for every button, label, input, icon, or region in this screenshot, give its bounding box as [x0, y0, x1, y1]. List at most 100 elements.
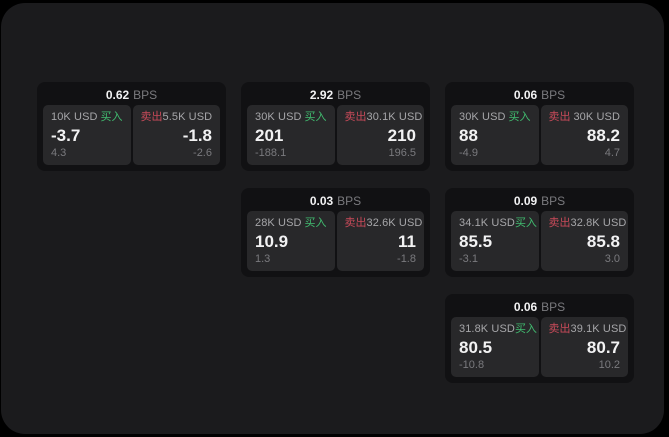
sell-amount: 32.8K USD [570, 217, 627, 229]
quote-card: 0.06 BPS 30K USD 买入 88 -4.9 卖出 30K USD 8… [445, 82, 634, 171]
buy-price: 88 [459, 126, 478, 145]
quote-panels: 31.8K USD 买入 80.5 -10.8 卖出 39.1K USD 80.… [451, 317, 628, 377]
sell-panel[interactable]: 卖出 39.1K USD 80.7 10.2 [540, 317, 628, 377]
buy-panel-top: 31.8K USD 买入 [459, 323, 537, 336]
buy-change: -10.8 [459, 359, 485, 371]
buy-panel[interactable]: 30K USD 买入 88 -4.9 [451, 105, 539, 165]
sell-side-label: 卖出 [548, 323, 571, 335]
sell-panel-top: 卖出 39.1K USD [548, 323, 627, 336]
sell-amount: 30.1K USD [366, 111, 423, 123]
quote-card: 0.03 BPS 28K USD 买入 10.9 1.3 卖出 32.6K US… [241, 188, 430, 277]
buy-panel[interactable]: 28K USD 买入 10.9 1.3 [247, 211, 335, 271]
buy-side-label: 买入 [100, 111, 123, 123]
buy-amount: 10K USD [51, 111, 98, 123]
bps-header: 0.03 BPS [247, 192, 424, 211]
sell-panel[interactable]: 卖出 30.1K USD 210 196.5 [336, 105, 424, 165]
buy-side-label: 买入 [514, 323, 537, 335]
buy-amount: 28K USD [255, 217, 302, 229]
buy-panel[interactable]: 34.1K USD 买入 85.5 -3.1 [451, 211, 539, 271]
buy-price: 85.5 [459, 232, 493, 251]
sell-side-label: 卖出 [344, 111, 367, 123]
sell-change: 196.5 [388, 147, 416, 159]
sell-change: 3.0 [604, 253, 620, 265]
quote-cards-grid: 0.62 BPS 10K USD 买入 -3.7 4.3 卖出 5.5K USD… [37, 82, 634, 383]
bps-unit-label: BPS [133, 88, 158, 102]
sell-price: 88.2 [586, 126, 620, 145]
quote-card: 0.06 BPS 31.8K USD 买入 80.5 -10.8 卖出 39.1… [445, 294, 634, 383]
buy-panel-top: 28K USD 买入 [255, 217, 327, 230]
sell-amount: 39.1K USD [570, 323, 627, 335]
bps-unit-label: BPS [337, 88, 362, 102]
sell-change: -2.6 [193, 147, 212, 159]
quote-panels: 30K USD 买入 201 -188.1 卖出 30.1K USD 210 1… [247, 105, 424, 165]
buy-price: 80.5 [459, 338, 493, 357]
buy-panel-top: 34.1K USD 买入 [459, 217, 537, 230]
buy-side-label: 买入 [514, 217, 537, 229]
sell-amount: 5.5K USD [162, 111, 213, 123]
sell-change: -1.8 [397, 253, 416, 265]
bps-value: 0.62 [105, 88, 130, 102]
bps-unit-label: BPS [337, 194, 362, 208]
buy-amount: 30K USD [459, 111, 506, 123]
sell-side-label: 卖出 [548, 111, 571, 123]
sell-side-label: 卖出 [548, 217, 571, 229]
sell-price: 85.8 [586, 232, 620, 251]
buy-change: -4.9 [459, 147, 478, 159]
buy-panel[interactable]: 10K USD 买入 -3.7 4.3 [43, 105, 131, 165]
buy-change: 1.3 [255, 253, 271, 265]
buy-price: 201 [255, 126, 284, 145]
sell-price: 80.7 [586, 338, 620, 357]
buy-change: -3.1 [459, 253, 478, 265]
buy-panel-top: 30K USD 买入 [255, 111, 327, 124]
bps-header: 0.06 BPS [451, 298, 628, 317]
sell-side-label: 卖出 [140, 111, 163, 123]
sell-panel[interactable]: 卖出 32.8K USD 85.8 3.0 [540, 211, 628, 271]
bps-unit-label: BPS [541, 194, 566, 208]
bps-header: 2.92 BPS [247, 86, 424, 105]
bps-value: 0.09 [513, 194, 538, 208]
bps-header: 0.06 BPS [451, 86, 628, 105]
quote-card: 2.92 BPS 30K USD 买入 201 -188.1 卖出 30.1K … [241, 82, 430, 171]
sell-change: 10.2 [598, 359, 620, 371]
sell-amount: 32.6K USD [366, 217, 423, 229]
bps-value: 0.03 [309, 194, 334, 208]
sell-panel[interactable]: 卖出 30K USD 88.2 4.7 [540, 105, 628, 165]
bps-value: 0.06 [513, 88, 538, 102]
buy-panel-top: 30K USD 买入 [459, 111, 531, 124]
bps-value: 0.06 [513, 300, 538, 314]
buy-side-label: 买入 [304, 217, 327, 229]
sell-panel-top: 卖出 32.8K USD [548, 217, 627, 230]
bps-unit-label: BPS [541, 300, 566, 314]
buy-change: -188.1 [255, 147, 287, 159]
buy-price: -3.7 [51, 126, 81, 145]
buy-amount: 34.1K USD [459, 217, 515, 229]
quote-card: 0.62 BPS 10K USD 买入 -3.7 4.3 卖出 5.5K USD… [37, 82, 226, 171]
buy-panel[interactable]: 31.8K USD 买入 80.5 -10.8 [451, 317, 539, 377]
sell-panel-top: 卖出 32.6K USD [344, 217, 423, 230]
buy-price: 10.9 [255, 232, 289, 251]
quote-panels: 34.1K USD 买入 85.5 -3.1 卖出 32.8K USD 85.8… [451, 211, 628, 271]
bps-unit-label: BPS [541, 88, 566, 102]
sell-panel[interactable]: 卖出 32.6K USD 11 -1.8 [336, 211, 424, 271]
bps-value: 2.92 [309, 88, 334, 102]
sell-change: 4.7 [604, 147, 620, 159]
sell-panel-top: 卖出 30.1K USD [344, 111, 423, 124]
sell-price: 210 [387, 126, 416, 145]
buy-side-label: 买入 [304, 111, 327, 123]
sell-panel[interactable]: 卖出 5.5K USD -1.8 -2.6 [132, 105, 220, 165]
buy-side-label: 买入 [508, 111, 531, 123]
sell-side-label: 卖出 [344, 217, 367, 229]
buy-amount: 31.8K USD [459, 323, 515, 335]
bps-header: 0.09 BPS [451, 192, 628, 211]
bps-header: 0.62 BPS [43, 86, 220, 105]
buy-panel-top: 10K USD 买入 [51, 111, 123, 124]
sell-panel-top: 卖出 30K USD [549, 111, 621, 124]
quote-panels: 30K USD 买入 88 -4.9 卖出 30K USD 88.2 4.7 [451, 105, 628, 165]
buy-amount: 30K USD [255, 111, 302, 123]
buy-panel[interactable]: 30K USD 买入 201 -188.1 [247, 105, 335, 165]
quote-panels: 10K USD 买入 -3.7 4.3 卖出 5.5K USD -1.8 -2.… [43, 105, 220, 165]
sell-price: 11 [398, 232, 416, 251]
sell-price: -1.8 [182, 126, 212, 145]
sell-panel-top: 卖出 5.5K USD [141, 111, 213, 124]
sell-amount: 30K USD [573, 111, 620, 123]
